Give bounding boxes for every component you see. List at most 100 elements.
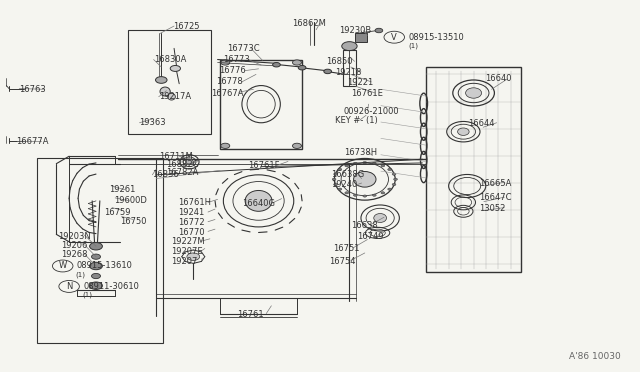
Circle shape <box>90 243 102 250</box>
Ellipse shape <box>458 128 469 135</box>
Ellipse shape <box>168 93 175 100</box>
Bar <box>128 30 211 134</box>
Text: 16772: 16772 <box>178 218 205 227</box>
Text: V: V <box>392 33 397 42</box>
Circle shape <box>90 282 102 289</box>
Text: 16711M: 16711M <box>159 152 193 161</box>
Circle shape <box>333 173 337 175</box>
Text: 19207E: 19207E <box>172 247 203 256</box>
Text: 16782A: 16782A <box>166 169 199 177</box>
Text: 16754: 16754 <box>329 257 355 266</box>
Ellipse shape <box>160 87 170 96</box>
Text: 16750: 16750 <box>120 217 147 226</box>
Text: 16761: 16761 <box>237 310 264 319</box>
Bar <box>343 50 356 86</box>
Text: 16763: 16763 <box>19 85 46 94</box>
Text: 19207: 19207 <box>172 257 198 266</box>
Text: 19261: 19261 <box>109 185 135 194</box>
Text: N: N <box>66 282 72 291</box>
Circle shape <box>156 77 167 83</box>
Circle shape <box>363 195 367 197</box>
Text: 19600D: 19600D <box>114 196 147 205</box>
Circle shape <box>92 273 100 279</box>
Text: 16773: 16773 <box>223 55 250 64</box>
Text: 19217A: 19217A <box>159 92 191 101</box>
Circle shape <box>221 143 230 148</box>
Text: 16738H: 16738H <box>344 148 378 157</box>
Text: 19206: 19206 <box>61 241 88 250</box>
Text: (1): (1) <box>82 292 92 298</box>
Text: 08911-30610: 08911-30610 <box>83 282 139 291</box>
Text: 16677A: 16677A <box>16 137 49 146</box>
Text: 16761E: 16761E <box>351 89 383 98</box>
Text: 19221: 19221 <box>348 78 374 87</box>
Bar <box>355 33 367 42</box>
Circle shape <box>332 178 336 180</box>
Circle shape <box>372 162 376 164</box>
Circle shape <box>170 65 180 71</box>
Text: 16640G: 16640G <box>242 199 275 208</box>
Circle shape <box>353 194 357 196</box>
Circle shape <box>392 173 396 175</box>
Circle shape <box>345 165 349 167</box>
Circle shape <box>92 254 100 259</box>
Text: 19240: 19240 <box>332 180 358 189</box>
Text: 16836: 16836 <box>152 170 179 179</box>
Circle shape <box>342 42 357 51</box>
Text: 16647C: 16647C <box>479 193 511 202</box>
Circle shape <box>292 143 301 148</box>
Text: (1): (1) <box>408 42 419 49</box>
Circle shape <box>298 65 306 70</box>
Text: 16778: 16778 <box>216 77 243 86</box>
Text: 16776: 16776 <box>219 66 246 75</box>
Circle shape <box>388 169 392 171</box>
Text: 16761F: 16761F <box>248 161 280 170</box>
Circle shape <box>292 60 301 65</box>
Text: 08915-13510: 08915-13510 <box>408 33 464 42</box>
Circle shape <box>338 188 342 190</box>
Text: 16830A: 16830A <box>154 55 186 64</box>
Text: 16882C: 16882C <box>166 160 199 169</box>
Text: 16759: 16759 <box>104 208 130 217</box>
Circle shape <box>338 169 342 171</box>
Text: A'86 10030: A'86 10030 <box>569 352 621 361</box>
Circle shape <box>186 160 193 164</box>
Ellipse shape <box>466 88 482 98</box>
Text: 16640: 16640 <box>485 74 511 83</box>
Ellipse shape <box>353 171 376 187</box>
Circle shape <box>363 161 367 164</box>
Text: 00926-21000: 00926-21000 <box>343 107 399 116</box>
Text: 19218: 19218 <box>335 68 362 77</box>
Bar <box>426 67 521 272</box>
Circle shape <box>333 183 337 186</box>
Circle shape <box>324 69 332 74</box>
Text: 16761H: 16761H <box>178 198 211 207</box>
Text: 19230B: 19230B <box>339 26 371 35</box>
Circle shape <box>388 188 392 190</box>
Circle shape <box>345 192 349 194</box>
Ellipse shape <box>374 214 387 222</box>
Text: 16767A: 16767A <box>211 89 244 97</box>
Text: 19241: 19241 <box>178 208 204 217</box>
Text: KEY #- (1): KEY #- (1) <box>335 116 378 125</box>
Text: 16638: 16638 <box>351 221 378 230</box>
Circle shape <box>375 28 383 33</box>
Circle shape <box>381 192 385 194</box>
Text: 16644: 16644 <box>468 119 495 128</box>
Text: 08915-13610: 08915-13610 <box>77 262 132 270</box>
Text: (1): (1) <box>76 271 86 278</box>
Ellipse shape <box>245 190 272 211</box>
Circle shape <box>90 262 102 270</box>
Text: 16773C: 16773C <box>227 44 260 53</box>
Text: 16638G: 16638G <box>332 170 365 179</box>
Text: 16751: 16751 <box>333 244 359 253</box>
Bar <box>220 60 302 149</box>
Text: 19203N: 19203N <box>58 232 90 241</box>
Circle shape <box>394 178 397 180</box>
Text: W: W <box>59 262 67 270</box>
Text: 16749: 16749 <box>357 232 383 241</box>
Text: 16850: 16850 <box>326 57 353 66</box>
Text: 16725: 16725 <box>173 22 199 31</box>
Text: 13052: 13052 <box>479 204 505 213</box>
Text: 16862M: 16862M <box>292 19 326 28</box>
